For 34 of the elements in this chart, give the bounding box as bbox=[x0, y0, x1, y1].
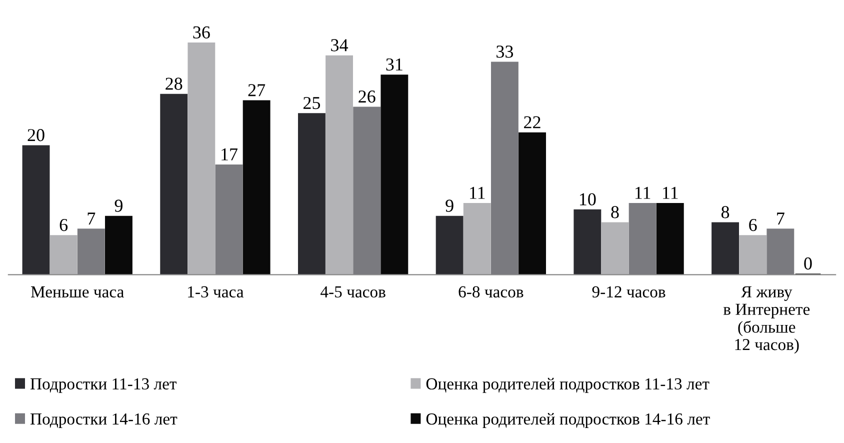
legend-label: Оценка родителей подростков 11-13 лет bbox=[426, 378, 710, 393]
data-label: 0 bbox=[804, 257, 812, 270]
x-tick-label: 4-5 часов bbox=[320, 286, 386, 298]
data-label: 22 bbox=[524, 116, 540, 128]
data-label: 27 bbox=[248, 84, 266, 96]
data-label: 8 bbox=[721, 206, 730, 218]
x-tick-label: 9-12 часов bbox=[592, 286, 666, 298]
data-label: 11 bbox=[663, 186, 678, 199]
data-label: 6 bbox=[60, 218, 68, 232]
data-label: 10 bbox=[580, 193, 596, 206]
data-label: 7 bbox=[777, 212, 784, 224]
x-tick-label: Я живу в Интернете (больше 12 часов) bbox=[723, 286, 810, 354]
data-label: 8 bbox=[611, 206, 619, 218]
data-label: 34 bbox=[331, 39, 348, 52]
data-label: 28 bbox=[166, 78, 182, 90]
data-label: 20 bbox=[28, 129, 44, 142]
legend-label: Подростки 14-16 лет bbox=[30, 413, 178, 428]
data-label: 26 bbox=[358, 90, 376, 103]
data-label: 11 bbox=[470, 186, 485, 199]
data-label: 25 bbox=[303, 96, 320, 110]
legend-label: Оценка родителей подростков 14-16 лет bbox=[426, 413, 710, 428]
data-label: 9 bbox=[114, 200, 122, 212]
x-tick-label: Меньше часа bbox=[31, 286, 124, 298]
x-tick-label: 1-3 часа bbox=[188, 286, 244, 298]
data-label: 33 bbox=[496, 46, 514, 58]
data-label: 7 bbox=[88, 212, 96, 224]
legend-label: Подростки 11-13 лет bbox=[30, 378, 176, 393]
data-label: 6 bbox=[749, 218, 757, 232]
data-label: 31 bbox=[386, 58, 402, 71]
data-label: 36 bbox=[193, 26, 210, 38]
x-tick-label: 6-8 часов bbox=[458, 286, 524, 298]
data-label: 9 bbox=[446, 200, 454, 212]
data-label: 17 bbox=[222, 148, 238, 160]
data-label: 11 bbox=[635, 186, 650, 199]
